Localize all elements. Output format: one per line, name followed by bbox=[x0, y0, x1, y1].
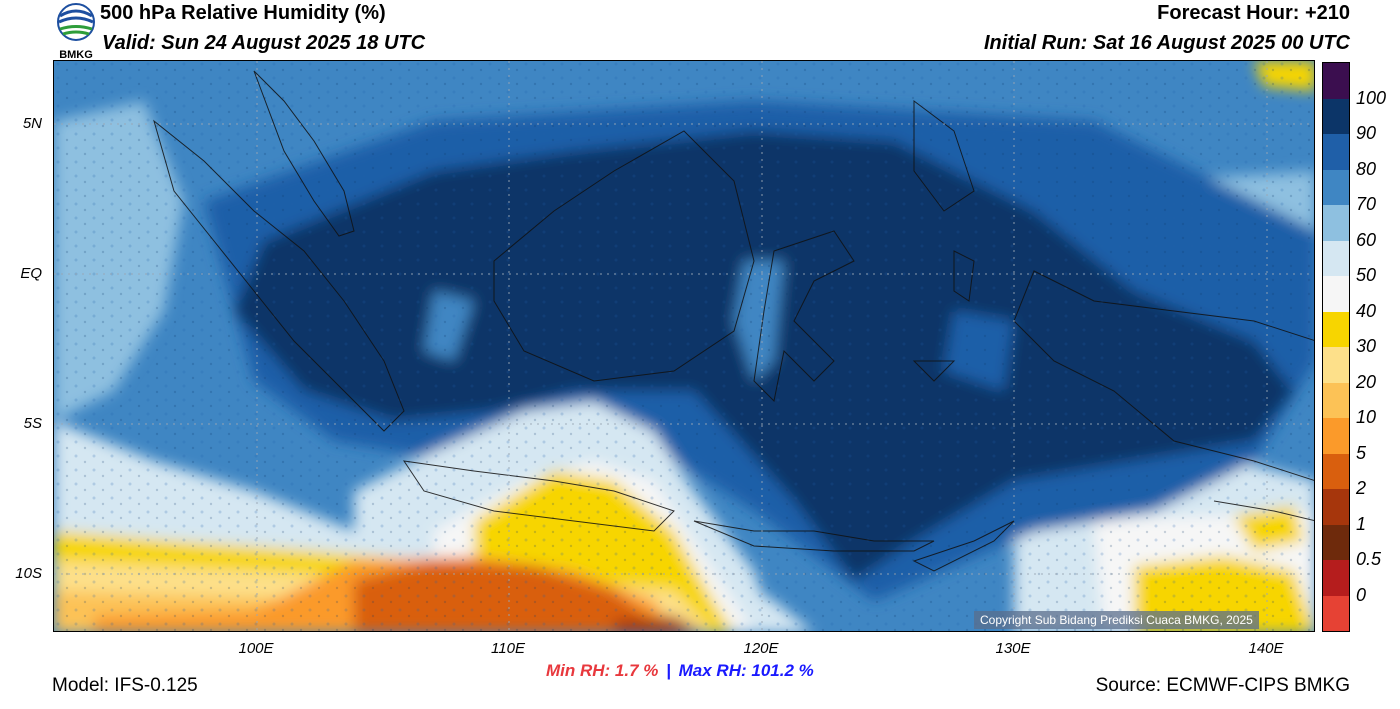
svg-text:BMKG: BMKG bbox=[59, 49, 93, 61]
humidity-map: Copyright Sub Bidang Prediksi Cuaca BMKG… bbox=[53, 60, 1315, 632]
colorbar-segment bbox=[1323, 169, 1349, 205]
colorbar-label: 40 bbox=[1356, 300, 1377, 321]
colorbar-label: 80 bbox=[1356, 158, 1377, 179]
colorbar-segment bbox=[1323, 560, 1349, 596]
colorbar-label: 30 bbox=[1356, 336, 1377, 356]
bmkg-logo: BMKG bbox=[52, 2, 100, 62]
valid-time: Valid: Sun 24 August 2025 18 UTC bbox=[102, 32, 426, 54]
lon-label-110e: 110E bbox=[491, 640, 525, 657]
lon-label-120e: 120E bbox=[743, 640, 779, 657]
colorbar-segment bbox=[1323, 453, 1349, 489]
colorbar-segment bbox=[1323, 524, 1349, 560]
colorbar-segment bbox=[1323, 240, 1349, 276]
forecast-hour: Forecast Hour: +210 bbox=[1157, 2, 1350, 24]
bmkg-logo-icon: BMKG bbox=[57, 3, 95, 61]
colorbar-segment bbox=[1323, 205, 1349, 241]
colorbar-label: 90 bbox=[1356, 123, 1377, 143]
copyright-note: Copyright Sub Bidang Prediksi Cuaca BMKG… bbox=[974, 611, 1259, 629]
lon-label-140e: 140E bbox=[1248, 640, 1284, 657]
colorbar-segment bbox=[1323, 276, 1349, 312]
colorbar-segment bbox=[1323, 382, 1349, 418]
model-name: Model: IFS-0.125 bbox=[52, 675, 198, 696]
colorbar-label: 0 bbox=[1356, 584, 1367, 605]
colorbar-label: 1 bbox=[1356, 513, 1367, 534]
min-max-separator: | bbox=[666, 661, 671, 680]
colorbar-segment bbox=[1323, 311, 1349, 347]
colorbar-label: 20 bbox=[1356, 371, 1377, 392]
colorbar-label: 0.5 bbox=[1356, 549, 1382, 569]
map-title: 500 hPa Relative Humidity (%) bbox=[100, 2, 386, 24]
colorbar-label: 10 bbox=[1356, 407, 1377, 427]
humidity-field bbox=[54, 61, 1314, 631]
lat-label-10s: 10S bbox=[15, 565, 42, 582]
colorbar-segment bbox=[1323, 347, 1349, 383]
lat-label-5n: 5N bbox=[22, 115, 42, 132]
colorbar-segment bbox=[1323, 489, 1349, 525]
colorbar-label: 70 bbox=[1356, 194, 1377, 214]
colorbar-segment bbox=[1323, 595, 1349, 631]
data-source: Source: ECMWF-CIPS BMKG bbox=[1095, 675, 1350, 696]
colorbar-label: 5 bbox=[1356, 442, 1367, 463]
initial-run: Initial Run: Sat 16 August 2025 00 UTC bbox=[983, 32, 1350, 54]
lat-label-eq: EQ bbox=[20, 265, 42, 282]
min-rh: Min RH: 1.7 % bbox=[546, 661, 659, 680]
lon-label-100e: 100E bbox=[238, 640, 274, 657]
max-rh: Max RH: 101.2 % bbox=[678, 661, 814, 680]
colorbar-label: 100 bbox=[1356, 87, 1387, 108]
colorbar-label: 50 bbox=[1356, 265, 1377, 285]
colorbar bbox=[1322, 62, 1350, 632]
colorbar-label: 2 bbox=[1356, 478, 1367, 498]
colorbar-label: 60 bbox=[1356, 229, 1377, 250]
colorbar-segment bbox=[1323, 63, 1349, 99]
colorbar-segment bbox=[1323, 134, 1349, 170]
lat-label-5s: 5S bbox=[23, 415, 42, 432]
lon-label-130e: 130E bbox=[995, 640, 1031, 657]
min-max-rh: Min RH: 1.7 % | Max RH: 101.2 % bbox=[546, 661, 814, 681]
colorbar-segment bbox=[1323, 98, 1349, 134]
colorbar-segment bbox=[1323, 418, 1349, 454]
